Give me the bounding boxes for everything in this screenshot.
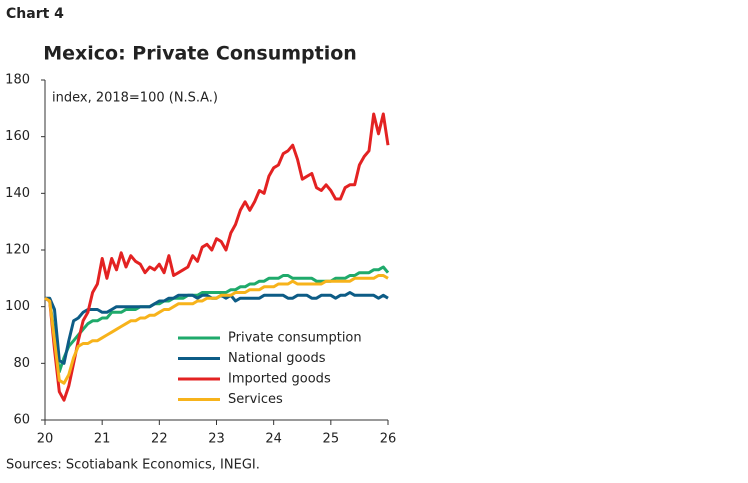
- y-tick-label: 120: [5, 243, 30, 258]
- x-tick-label: 24: [265, 432, 282, 447]
- chart-label: Chart 4: [6, 6, 64, 22]
- x-tick-label: 23: [208, 432, 225, 447]
- y-tick-label: 180: [5, 73, 30, 88]
- series-line: [44, 112, 390, 402]
- chart-subtitle: index, 2018=100 (N.S.A.): [52, 91, 218, 106]
- series-line: [45, 291, 389, 365]
- x-tick-label: 21: [94, 432, 111, 447]
- y-tick-label: 60: [13, 413, 30, 428]
- y-tick-label: 160: [5, 129, 30, 144]
- legend-label: Imported goods: [228, 372, 331, 387]
- y-tick-label: 100: [5, 299, 30, 314]
- x-tick-label: 25: [323, 432, 340, 447]
- x-tick-label: 20: [37, 432, 54, 447]
- series-line: [44, 274, 389, 385]
- chart-title: Mexico: Private Consumption: [43, 43, 357, 65]
- x-tick-label: 22: [151, 432, 168, 447]
- y-tick-label: 80: [13, 356, 30, 371]
- x-tick-label: 26: [380, 432, 397, 447]
- legend-label: National goods: [228, 351, 326, 366]
- source: Sources: Scotiabank Economics, INEGI.: [6, 458, 260, 473]
- legend-label: Private consumption: [228, 331, 362, 346]
- legend-label: Services: [228, 392, 283, 407]
- y-tick-label: 140: [5, 186, 30, 201]
